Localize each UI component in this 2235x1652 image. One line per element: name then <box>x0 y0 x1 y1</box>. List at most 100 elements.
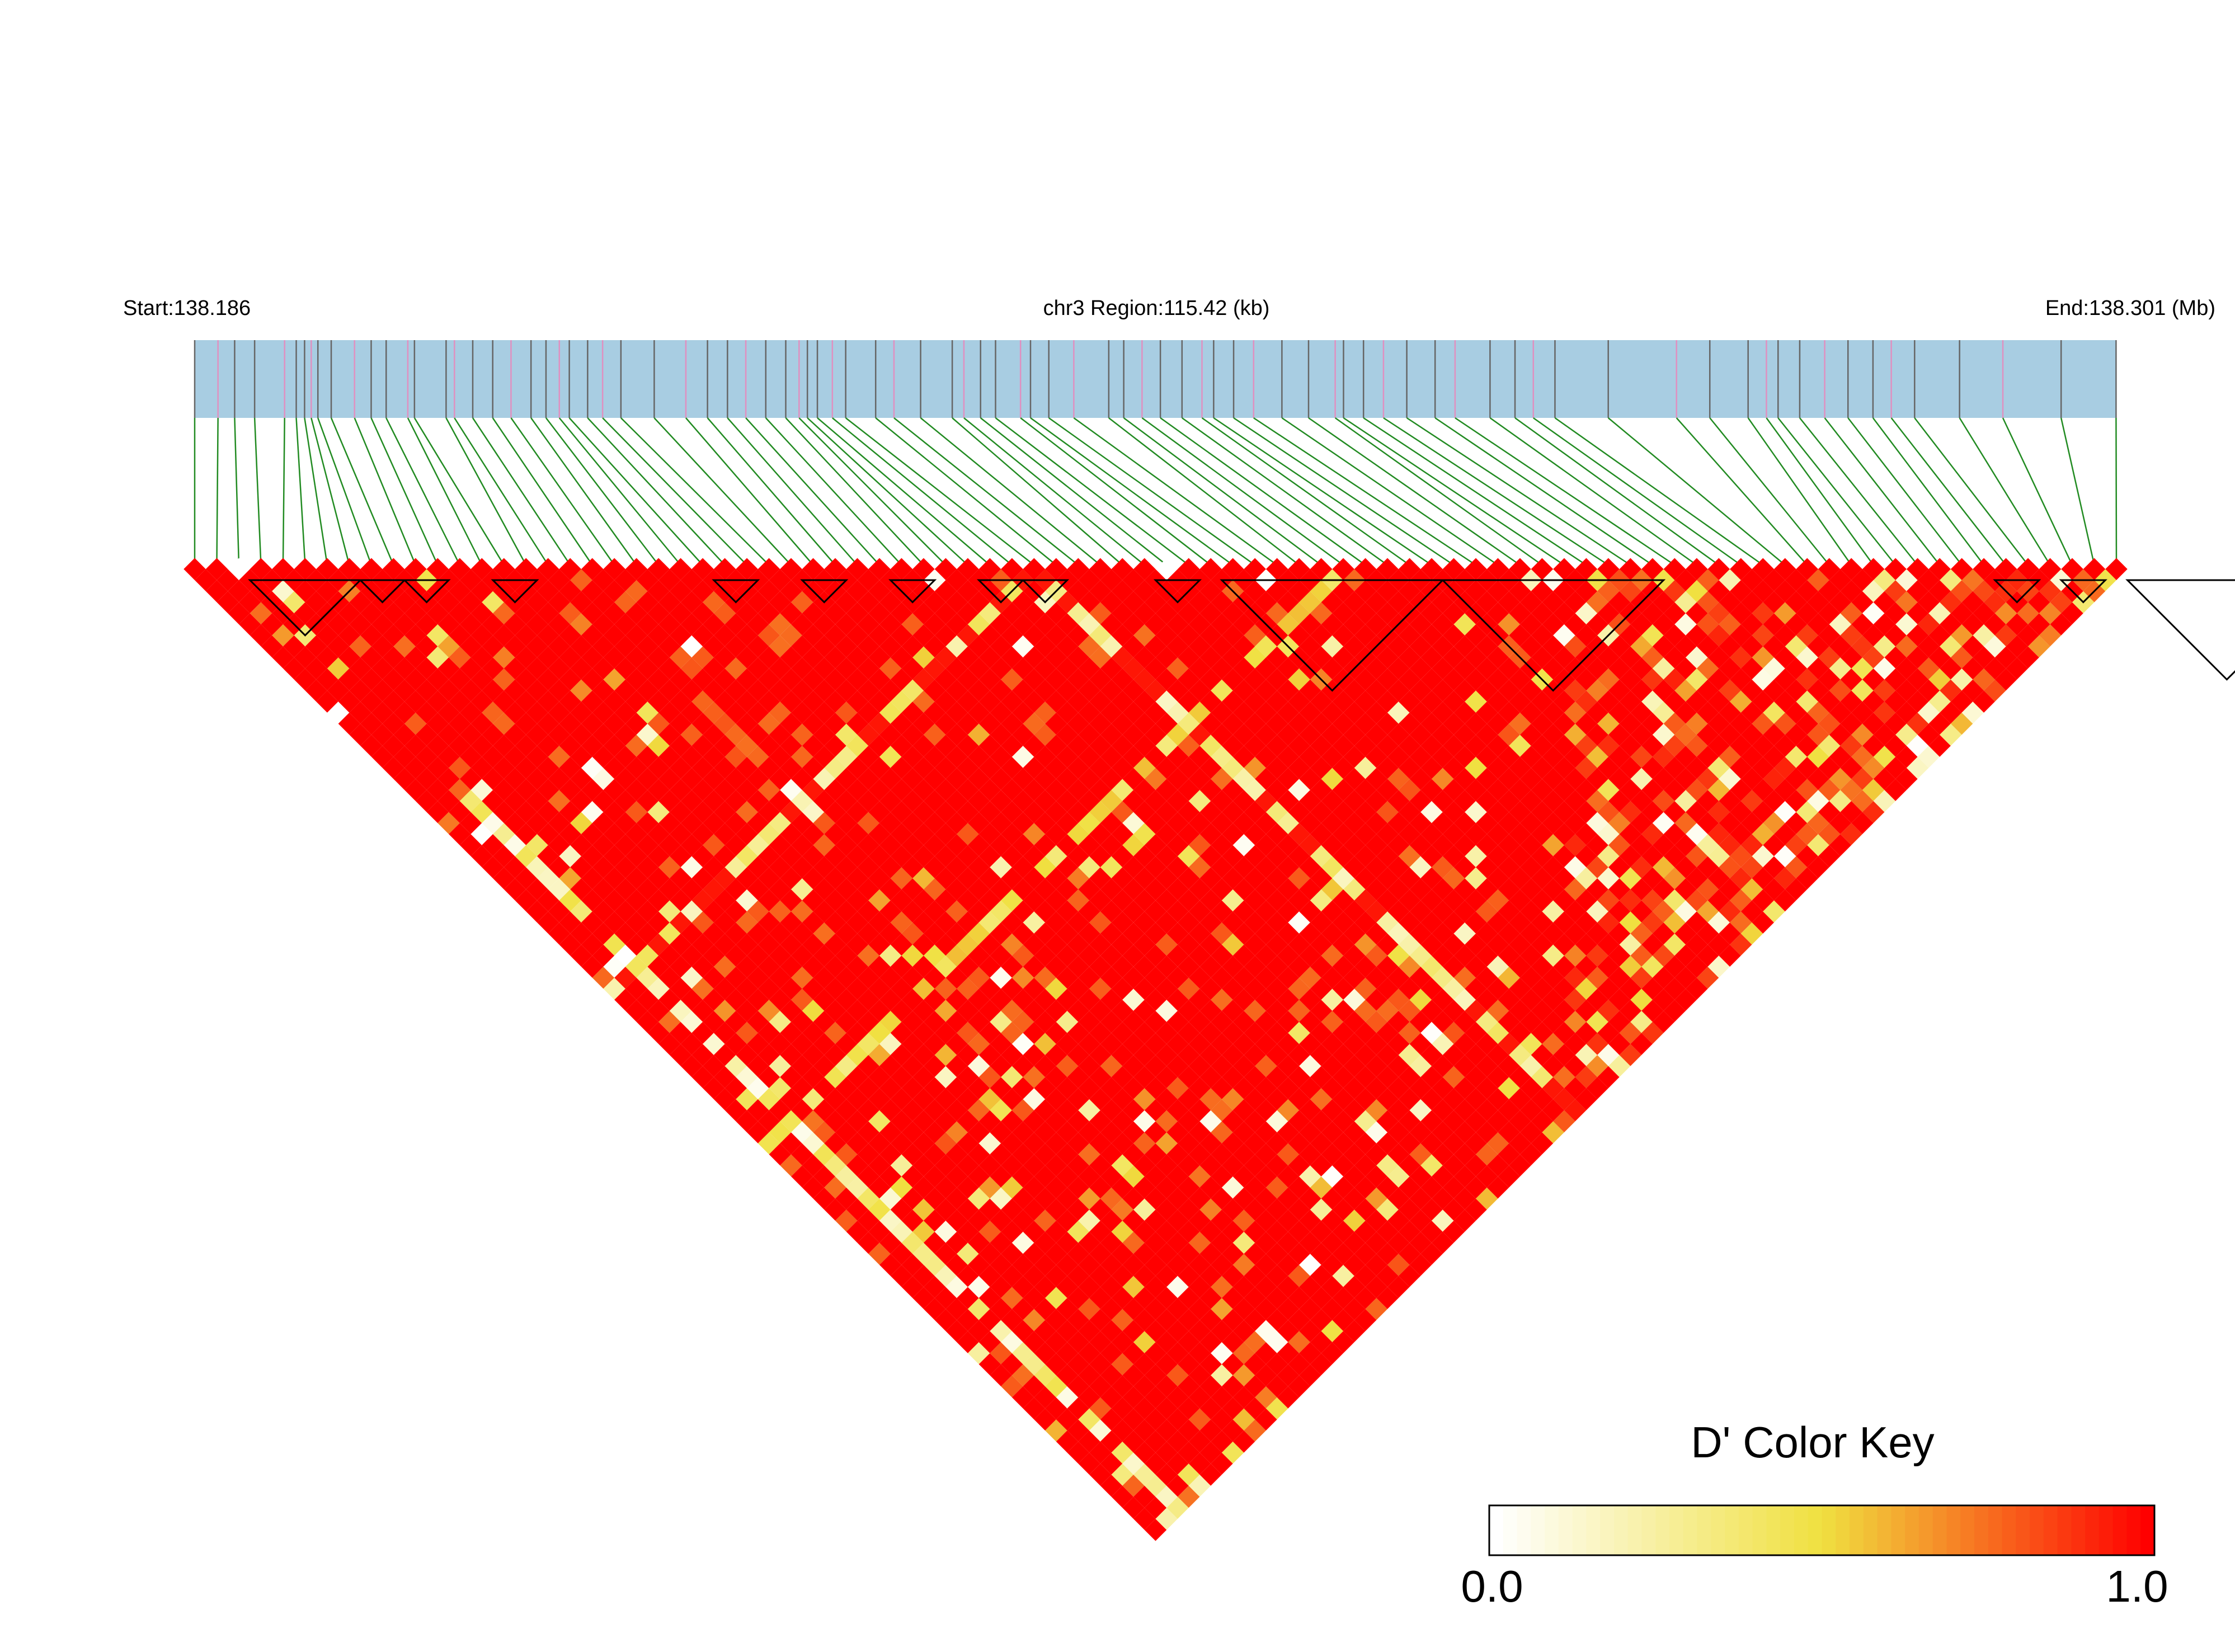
ld-cell <box>1376 956 1399 978</box>
ld-cell <box>1641 977 1664 1000</box>
ld-cell <box>1166 1342 1189 1364</box>
ld-cell <box>1133 1309 1156 1331</box>
ld-cell <box>1078 1231 1100 1254</box>
ld-cell <box>1652 657 1675 680</box>
ld-cell <box>1211 1077 1233 1099</box>
ld-cell <box>548 613 571 636</box>
ld-cell <box>824 668 846 691</box>
ld-cell <box>1740 768 1763 790</box>
ld-cell <box>1067 1132 1090 1155</box>
ld-cell <box>1928 712 1951 735</box>
ld-cell <box>669 580 692 603</box>
ld-cell <box>1376 668 1399 691</box>
ld-cell <box>1001 845 1023 868</box>
ld-cell <box>945 1209 968 1232</box>
snp-connector <box>1108 417 1300 566</box>
ld-cell <box>1221 977 1244 1000</box>
ld-cell <box>515 735 537 757</box>
ld-cell <box>537 823 559 845</box>
ld-cell <box>1950 624 1973 647</box>
ld-cell <box>1453 702 1476 724</box>
ld-cell <box>1774 823 1796 845</box>
ld-cell <box>1023 1331 1046 1353</box>
ld-cell <box>1078 679 1100 702</box>
ld-cell <box>1818 690 1841 713</box>
ld-cell <box>1453 613 1476 636</box>
ld-cell <box>769 834 792 856</box>
ld-cell <box>1321 966 1344 989</box>
ld-cell <box>1498 1055 1520 1077</box>
ld-cell <box>415 635 438 658</box>
ld-cell <box>1288 801 1310 823</box>
ld-cell <box>912 1176 935 1199</box>
ld-cell <box>978 1132 1001 1155</box>
ld-cell <box>868 1000 891 1022</box>
ld-cell <box>934 1309 957 1331</box>
ld-cell <box>1807 613 1829 636</box>
ld-cell <box>459 702 482 724</box>
ld-cell <box>1707 602 1730 624</box>
haplotype-block-outline <box>800 579 849 604</box>
ld-cell <box>846 646 869 669</box>
ld-cell <box>470 624 493 647</box>
ld-cell <box>868 1044 891 1066</box>
ld-cell <box>1288 823 1310 845</box>
ld-cell <box>1365 746 1388 768</box>
ld-cell <box>1144 1187 1167 1210</box>
ld-cell <box>548 834 571 856</box>
ld-cell <box>327 702 350 724</box>
ld-cell <box>1519 989 1542 1011</box>
ld-cell <box>967 1276 990 1298</box>
ld-cell <box>1001 1088 1023 1110</box>
ld-cell <box>1597 956 1620 978</box>
ld-cell <box>1519 966 1542 989</box>
region-start-label: Start:138.186 <box>123 296 251 320</box>
ld-cell <box>1277 1010 1300 1033</box>
ld-cell <box>1354 933 1377 956</box>
color-key-swatch <box>1669 1505 1684 1555</box>
ld-cell <box>1045 933 1067 956</box>
ld-cell <box>1111 845 1134 868</box>
ld-cell <box>1144 1099 1167 1122</box>
ld-cell <box>1310 1088 1333 1110</box>
ld-cell <box>1663 602 1686 624</box>
ld-cell <box>1597 646 1620 669</box>
ld-cell <box>1498 679 1520 702</box>
ld-cell <box>614 989 637 1011</box>
snp-connector <box>587 417 726 566</box>
ld-cell <box>680 613 703 636</box>
ld-cell <box>1321 591 1344 614</box>
ld-cell <box>1321 1055 1344 1077</box>
ld-cell <box>1641 756 1664 779</box>
ld-cell <box>824 756 846 779</box>
ld-cell <box>1531 823 1554 845</box>
ld-cell <box>1211 900 1233 923</box>
ld-cell <box>1056 944 1079 967</box>
ld-cell <box>1045 1198 1067 1221</box>
ld-cell <box>1211 723 1233 746</box>
ld-cell <box>957 1022 979 1044</box>
ld-cell <box>1221 1441 1244 1464</box>
color-key-swatch <box>1822 1505 1837 1555</box>
ld-cell <box>504 768 526 790</box>
ld-cell <box>967 989 990 1011</box>
ld-cell <box>1321 1342 1344 1364</box>
ld-cell <box>1630 878 1653 901</box>
ld-cell <box>1674 746 1697 768</box>
ld-cell <box>813 679 835 702</box>
ld-cell <box>1310 1287 1333 1309</box>
ld-cell <box>967 922 990 945</box>
marker-diamond <box>603 558 625 580</box>
ld-cell <box>923 746 946 768</box>
ld-cell <box>1641 668 1664 691</box>
snp-connector <box>1847 417 1963 566</box>
ld-cell <box>1288 1088 1310 1110</box>
ld-cell <box>482 746 504 768</box>
ld-cell <box>1211 1033 1233 1055</box>
ld-cell <box>1696 569 1719 591</box>
ld-cell <box>1221 1088 1244 1110</box>
ld-cell <box>1774 735 1796 757</box>
ld-cell <box>1255 790 1277 812</box>
marker-diamond <box>1950 558 1973 580</box>
ld-cell <box>680 723 703 746</box>
